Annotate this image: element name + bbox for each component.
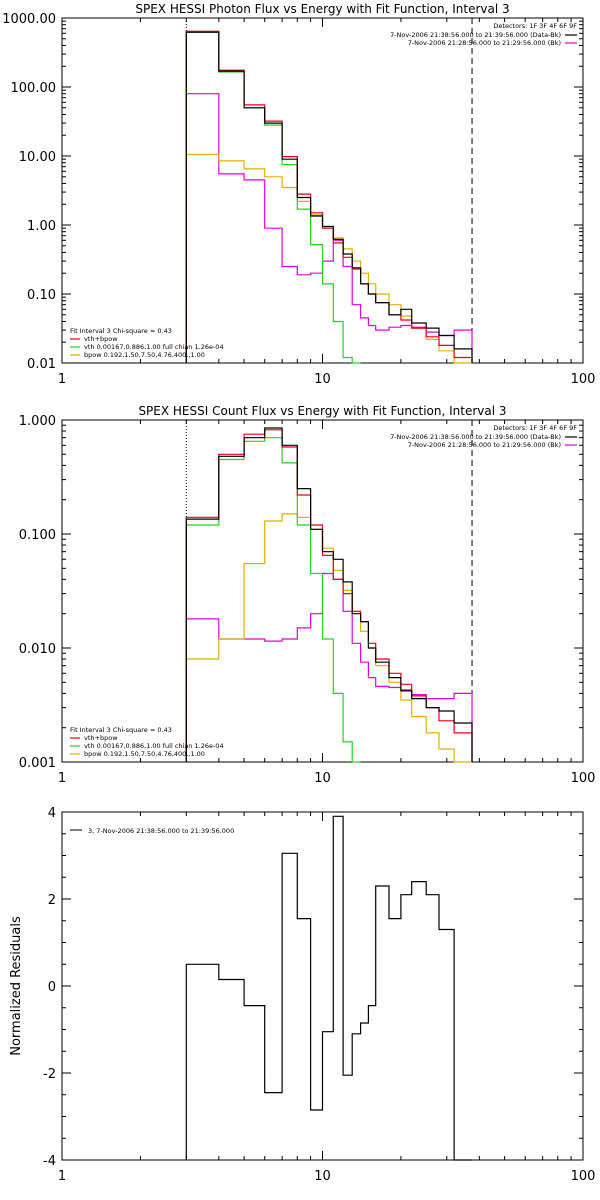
y-tick-label: -4 — [43, 1154, 56, 1169]
plot-frame — [61, 17, 584, 364]
legend-entry: 7-Nov-2006 21:38:56.000 to 21:39:56.000 … — [390, 31, 561, 39]
plot-panel-3: 1 10 100 -4 -2 0 2 4 Normalized Residuals 3, 7-No… — [9, 806, 595, 1184]
legend-entry: bpow 0.192,1.50,7.50,4.76,400.,1.00 — [84, 750, 205, 758]
series-data-bk — [185, 427, 473, 762]
series-data-bk — [185, 31, 473, 363]
y-tick-label: 2 — [48, 893, 56, 908]
series-vth — [185, 30, 361, 364]
legend-fit-info: Fit Interval 3 Chi-square = 0.43 — [70, 327, 172, 335]
y-tick-label: 0.01 — [27, 357, 56, 372]
y-tick-label: 0.001 — [19, 756, 56, 771]
series-vth-bpow — [185, 429, 473, 762]
chart-title: SPEX HESSI Photon Flux vs Energy with Fi… — [135, 2, 509, 16]
plot-panel-1: 1 10 100 0.01 0.10 1.00 10.00 100.00 1000.00 SPEX… — [2, 2, 595, 387]
series-bk — [185, 572, 473, 762]
legend-entry: vth 0.00167,0.886,1.00 full chian 1.26e-… — [84, 742, 224, 750]
y-tick-label: 1000.00 — [2, 12, 56, 27]
legend-entry: bpow 0.192,1.50,7.50,4.76,400.,1.00 — [84, 351, 205, 359]
legend-entry: 3, 7-Nov-2006 21:38:56.000 to 21:39:56.0… — [88, 827, 234, 835]
x-tick-label: 10 — [314, 1169, 331, 1184]
legend-entry: 7-Nov-2006 21:38:56.000 to 21:39:56.000 … — [390, 433, 561, 441]
y-tick-label: 100.00 — [11, 81, 57, 96]
y-tick-label: 10.00 — [19, 150, 56, 165]
x-tick-label: 1 — [58, 372, 66, 387]
plot-panel-2: 1 10 100 0.001 0.010 0.100 1.000 SPEX HESSI Cou… — [19, 404, 596, 786]
x-tick-label: 100 — [571, 372, 596, 387]
y-tick-label: -2 — [43, 1067, 56, 1082]
x-tick-label: 10 — [314, 372, 331, 387]
chart-title: SPEX HESSI Count Flux vs Energy with Fit… — [138, 404, 506, 418]
y-tick-label: 0 — [48, 980, 56, 995]
legend-entry: vth+bpow — [84, 734, 118, 742]
legend-entry: vth 0.00167,0.886,1.00 full chian 1.26e-… — [84, 343, 224, 351]
legend-detectors: Detectors: 1F 3F 4F 6F 9F — [493, 424, 577, 432]
y-tick-label: 0.100 — [19, 528, 56, 543]
series-vth — [185, 437, 361, 763]
series-3-7-nov-2006-21-38-56-000-to-21-39-56-000 — [185, 815, 472, 1161]
legend-entry: 7-Nov-2006 21:28:56.000 to 21:29:56.000 … — [408, 441, 561, 449]
legend-entry: vth+bpow — [84, 335, 118, 343]
x-tick-label: 10 — [314, 771, 331, 786]
y-tick-label: 4 — [48, 806, 56, 821]
y-tick-label: 1.000 — [19, 414, 56, 429]
x-tick-label: 100 — [571, 1169, 596, 1184]
legend-fit-info: Fit Interval 3 Chi-square = 0.43 — [70, 726, 172, 734]
legend-entry: 7-Nov-2006 21:28:56.000 to 21:29:56.000 … — [408, 39, 561, 47]
x-tick-label: 1 — [58, 771, 66, 786]
x-tick-label: 1 — [58, 1169, 66, 1184]
x-tick-label: 100 — [571, 771, 596, 786]
series-vth-bpow — [185, 30, 473, 363]
y-tick-label: 0.010 — [19, 642, 56, 657]
legend-detectors: Detectors: 1F 3F 4F 6F 9F — [493, 22, 577, 30]
y-tick-label: 0.10 — [27, 288, 56, 303]
y-axis-label: Normalized Residuals — [9, 916, 24, 1056]
y-tick-label: 1.00 — [27, 219, 56, 234]
